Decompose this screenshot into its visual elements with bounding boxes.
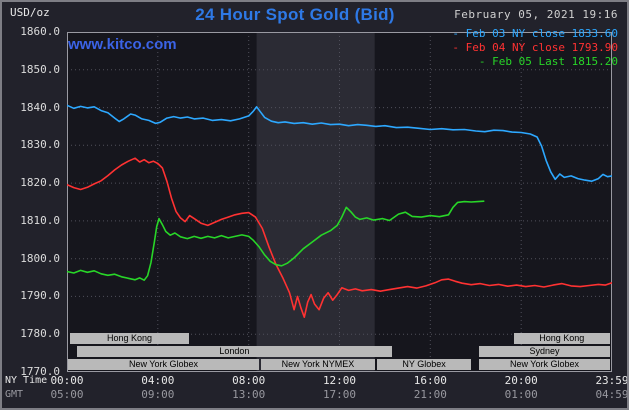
x-axis-tick-label: 23:59 [595, 374, 629, 387]
x-axis-tick-label: 01:00 [504, 388, 538, 401]
legend-entry: - Feb 05 Last 1815.20 [478, 55, 618, 68]
y-axis-tick-label: 1850.0 [20, 62, 60, 76]
x-axis-tick-label: 00:00 [50, 374, 84, 387]
y-axis-tick-label: 1810.0 [20, 213, 60, 227]
x-axis-tick-label: 08:00 [232, 374, 266, 387]
y-axis-tick-label: 1800.0 [20, 251, 60, 265]
plot-border [67, 32, 612, 372]
x-axis-ny-time-row: NY Time 00:00 04:00 08:00 12:00 16:00 20:00 23… [2, 374, 629, 387]
session-bar-hong-kong: Hong Kong [70, 333, 189, 344]
y-axis-tick-label: 1790.0 [20, 289, 60, 303]
nymex-highlight-band [256, 32, 375, 372]
x-axis-gmt-row: GMT 05:00 09:00 13:00 17:00 21:00 01:00 04:59 [2, 388, 629, 401]
x-axis-tick-label: 04:59 [595, 388, 629, 401]
ny-time-axis-label: NY Time [5, 375, 48, 386]
price-lines-chart [67, 32, 612, 372]
x-axis-tick-label: 17:00 [322, 388, 357, 401]
price-line-feb04 [67, 157, 612, 319]
price-line-feb05 [67, 200, 485, 281]
plot-area: Hong Kong Hong Kong London Sydney New York G… [67, 32, 612, 372]
y-axis-tick-label: 1770.0 [20, 365, 60, 378]
price-line-feb03 [67, 104, 612, 182]
x-axis-tick-label: 13:00 [232, 388, 266, 401]
chart-timestamp: February 05, 2021 19:16 [454, 8, 618, 21]
session-bar-sydney: Sydney [479, 346, 610, 357]
session-bar-ny-globex: NY Globex [377, 359, 472, 370]
kitco-watermark-link[interactable]: www.kitco.com [68, 36, 177, 53]
y-axis-tick-label: 1840.0 [20, 100, 60, 114]
y-axis-tick-label: 1860.0 [20, 25, 60, 38]
y-axis-tick-label: 1780.0 [20, 327, 60, 341]
y-axis-units-label: USD/oz [10, 6, 50, 19]
x-axis-tick-label: 04:00 [141, 374, 175, 387]
y-axis-tick-label: 1820.0 [20, 176, 60, 190]
y-axis-tick-label: 1830.0 [20, 138, 60, 152]
legend-entry: - Feb 04 NY close 1793.90 [452, 41, 618, 54]
session-bar-new-york-globex: New York Globex [68, 359, 259, 370]
x-axis-tick-label: 21:00 [413, 388, 447, 401]
session-bar-new-york-nymex: New York NYMEX [261, 359, 375, 370]
x-axis-tick-label: 20:00 [504, 374, 538, 387]
gmt-axis-label: GMT [5, 389, 24, 400]
chart-title: 24 Hour Spot Gold (Bid) [195, 5, 395, 24]
x-axis-tick-label: 12:00 [322, 374, 357, 387]
x-axis-tick-label: 16:00 [413, 374, 447, 387]
x-axis-tick-label: 09:00 [141, 388, 175, 401]
session-bar-new-york-globex: New York Globex [479, 359, 610, 370]
session-bar-hong-kong: Hong Kong [513, 333, 610, 344]
x-axis-tick-label: 05:00 [50, 388, 84, 401]
legend-entry: - Feb 03 NY close 1833.60 [452, 27, 618, 40]
session-bar-london: London [77, 346, 392, 357]
chart-legend: - Feb 03 NY close 1833.60- Feb 04 NY clo… [452, 27, 618, 69]
